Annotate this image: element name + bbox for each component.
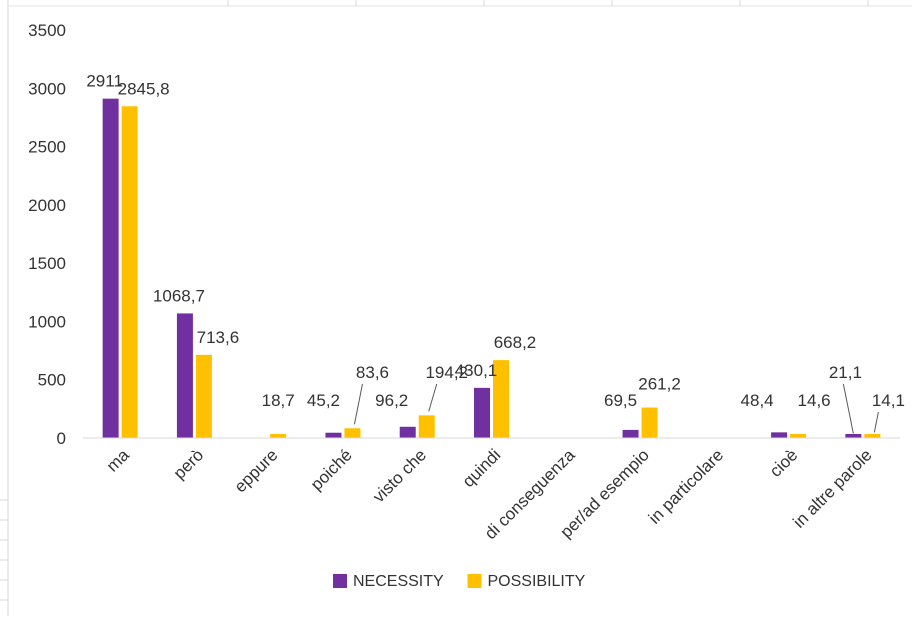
data-label: 261,2 bbox=[638, 375, 681, 394]
bar-necessity bbox=[102, 98, 119, 438]
bar-possibility bbox=[344, 428, 361, 438]
x-tick-label: eppure bbox=[231, 445, 282, 496]
data-label: 2911 bbox=[86, 72, 123, 91]
leader-line bbox=[428, 383, 438, 412]
data-label: 14,1 bbox=[872, 391, 905, 410]
bar-necessity bbox=[474, 387, 490, 438]
legend-swatch bbox=[333, 574, 347, 588]
data-label: 713,6 bbox=[197, 328, 240, 347]
legend-label: NECESSITY bbox=[353, 573, 444, 590]
data-label: 96,2 bbox=[375, 391, 408, 410]
bar-possibility bbox=[864, 434, 881, 438]
bar-necessity bbox=[176, 313, 193, 438]
data-label: 21,1 bbox=[829, 363, 862, 382]
bar-possibility bbox=[270, 434, 287, 438]
x-tick-label: però bbox=[170, 445, 207, 482]
leader-line bbox=[842, 383, 854, 434]
y-tick-label: 3000 bbox=[28, 79, 66, 98]
data-label: 48,4 bbox=[741, 391, 774, 410]
leader-line bbox=[353, 383, 363, 425]
x-tick-label: visto che bbox=[369, 445, 430, 506]
bar-possibility bbox=[195, 354, 212, 438]
legend-swatch bbox=[467, 574, 482, 588]
bar-necessity bbox=[845, 434, 862, 438]
x-tick-label: quindi bbox=[459, 445, 505, 491]
x-tick-label: in particolare bbox=[645, 445, 727, 527]
bar-necessity bbox=[399, 426, 416, 438]
leader-line bbox=[873, 411, 879, 433]
y-tick-label: 3500 bbox=[28, 21, 66, 40]
x-tick-label: ma bbox=[103, 445, 134, 476]
data-label: 83,6 bbox=[356, 363, 389, 382]
y-tick-label: 1000 bbox=[28, 312, 66, 331]
bar-necessity bbox=[622, 429, 639, 438]
y-tick-label: 1500 bbox=[28, 254, 66, 273]
legend-label: POSSIBILITY bbox=[488, 573, 586, 590]
data-label: 194,2 bbox=[425, 363, 468, 382]
y-axis: 0 500 1000 1500 2000 2500 3000 3500 bbox=[28, 21, 66, 448]
legend: NECESSITY POSSIBILITY bbox=[333, 573, 586, 590]
data-label: 45,2 bbox=[307, 391, 340, 410]
x-tick-label: in altre parole bbox=[789, 445, 875, 531]
bar-possibility bbox=[121, 106, 138, 438]
data-label: 69,5 bbox=[604, 391, 637, 410]
x-tick-label: cioè bbox=[766, 445, 801, 480]
bar-possibility bbox=[790, 434, 807, 438]
data-label: 14,6 bbox=[798, 391, 831, 410]
data-label: 1068,7 bbox=[153, 286, 205, 305]
y-tick-label: 2500 bbox=[28, 138, 66, 157]
bars bbox=[102, 98, 881, 438]
x-tick-label: poiché bbox=[307, 445, 356, 494]
y-tick-label: 0 bbox=[57, 429, 66, 448]
bar-possibility bbox=[418, 415, 435, 438]
data-label: 18,7 bbox=[262, 391, 295, 410]
data-label: 668,2 bbox=[494, 333, 537, 352]
bar-necessity bbox=[771, 432, 788, 438]
y-tick-label: 500 bbox=[38, 371, 66, 390]
bar-possibility bbox=[493, 360, 509, 438]
bar-possibility bbox=[641, 407, 658, 438]
data-label: 430,1 bbox=[455, 361, 498, 380]
data-label: 2845,8 bbox=[118, 79, 170, 98]
y-tick-label: 2000 bbox=[28, 196, 66, 215]
bar-necessity bbox=[325, 432, 342, 438]
